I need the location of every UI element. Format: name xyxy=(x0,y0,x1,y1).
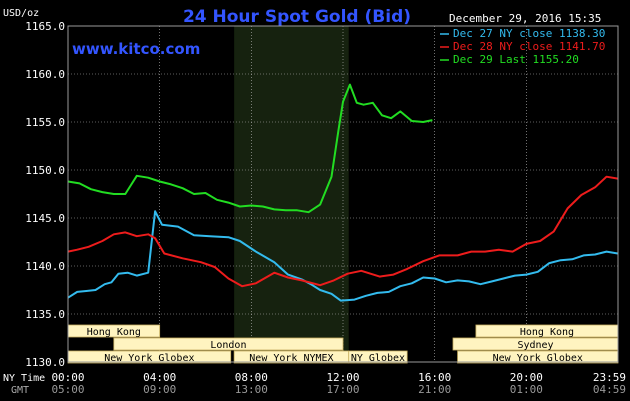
series-line-3 xyxy=(67,83,433,214)
x-tick-label-gmt: 01:00 xyxy=(510,383,543,396)
y-axis-ticks: 1165.0 1160.0 1155.0 1150.0 1145.0 1140.0 1135… xyxy=(25,20,65,369)
session-label: New York Globex xyxy=(104,353,194,364)
session-box xyxy=(113,337,344,351)
x-tick-label-ny: 23:59 xyxy=(593,371,626,384)
y-tick-label: 1145.0 xyxy=(25,212,65,225)
series-line-2 xyxy=(67,175,618,288)
x-tick-label-gmt: 21:00 xyxy=(418,383,451,396)
x-tick-label-gmt: 17:00 xyxy=(326,383,359,396)
y-tick-label: 1135.0 xyxy=(25,308,65,321)
kitco-watermark: www.kitco.com xyxy=(72,40,200,58)
session-label: New York NYMEX xyxy=(249,353,333,364)
x-tick-label-gmt: 09:00 xyxy=(143,383,176,396)
x-tick-label-gmt: 13:00 xyxy=(235,383,268,396)
y-tick-label: 1140.0 xyxy=(25,260,65,273)
grid-lines xyxy=(68,26,618,362)
ny-time-axis-label: NY Time xyxy=(3,373,45,384)
session-label: New York Globex xyxy=(493,353,583,364)
session-label: NY Globex xyxy=(351,353,405,364)
x-tick-label-ny: 04:00 xyxy=(143,371,176,384)
y-tick-label: 1165.0 xyxy=(25,20,65,33)
market-sessions: Hong Kong London New York Globex New York N… xyxy=(67,324,619,364)
price-series xyxy=(67,83,618,302)
x-tick-label-gmt: 04:59 xyxy=(593,383,626,396)
legend-entry: Dec 27 NY close 1138.30 xyxy=(453,27,605,40)
session-label: Hong Kong xyxy=(520,327,574,338)
y-tick-label: 1150.0 xyxy=(25,164,65,177)
y-axis-unit: USD/oz xyxy=(3,8,39,19)
gmt-axis-label: GMT xyxy=(11,385,29,396)
y-tick-label: 1155.0 xyxy=(25,116,65,129)
session-label: Sydney xyxy=(517,340,553,351)
legend-entry: Dec 29 Last 1155.20 xyxy=(453,53,579,66)
plot-border xyxy=(67,25,619,363)
chart-timestamp: December 29, 2016 15:35 xyxy=(449,12,601,25)
session-label: Hong Kong xyxy=(87,327,141,338)
x-tick-label-ny: 12:00 xyxy=(326,371,359,384)
series-line-1 xyxy=(67,210,618,302)
y-tick-label: 1160.0 xyxy=(25,68,65,81)
chart-title: 24 Hour Spot Gold (Bid) xyxy=(183,7,411,27)
session-box xyxy=(348,350,408,364)
x-tick-label-ny: 20:00 xyxy=(510,371,543,384)
x-tick-label-ny: 16:00 xyxy=(418,371,451,384)
x-tick-label-ny: 00:00 xyxy=(51,371,84,384)
x-tick-label-ny: 08:00 xyxy=(235,371,268,384)
x-tick-label-gmt: 05:00 xyxy=(51,383,84,396)
nymex-session-shading xyxy=(234,26,349,362)
legend-entry: Dec 28 NY close 1141.70 xyxy=(453,40,605,53)
session-label: London xyxy=(210,340,246,351)
y-tick-label: 1130.0 xyxy=(25,356,65,369)
